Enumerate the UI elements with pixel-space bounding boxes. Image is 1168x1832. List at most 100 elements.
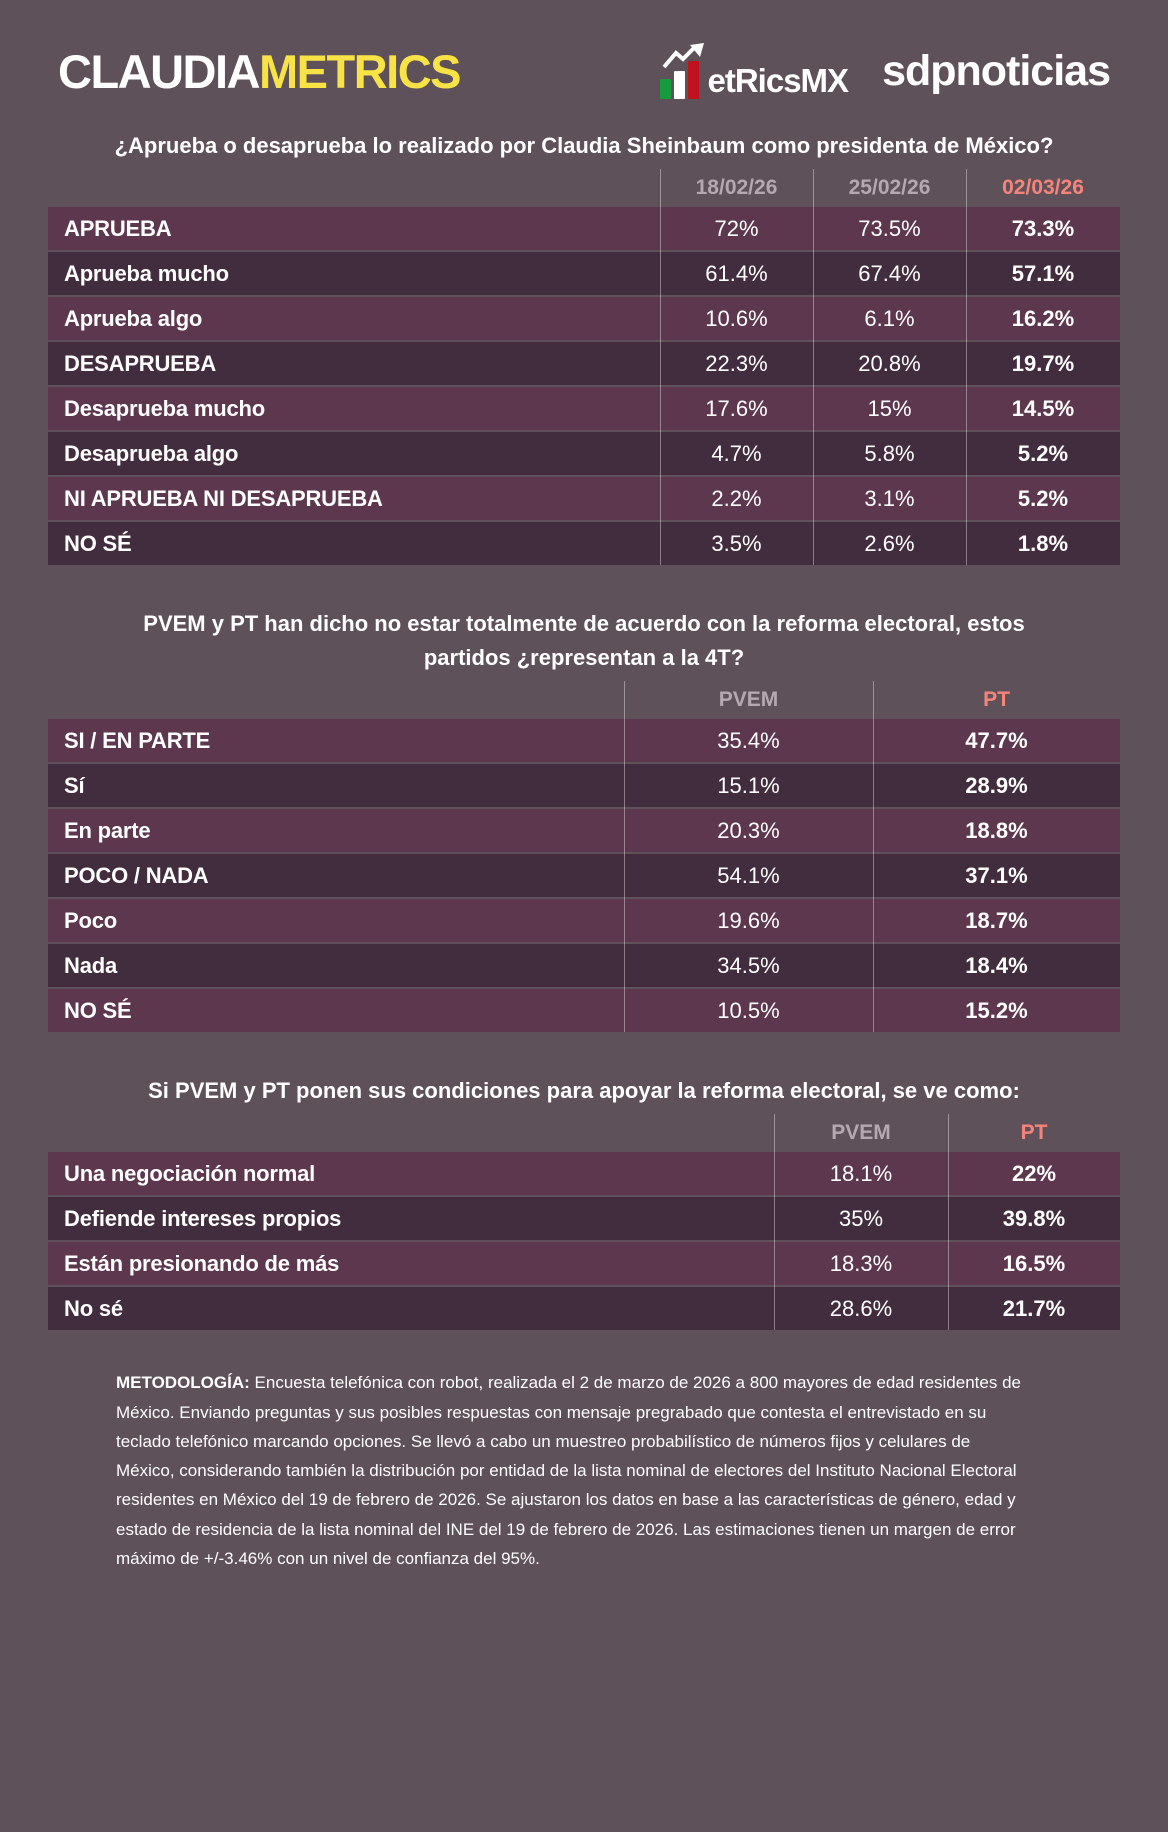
column-separator bbox=[813, 169, 814, 566]
table-row: NO SÉ 10.5% 15.2% bbox=[48, 989, 1120, 1033]
trend-arrow-icon bbox=[661, 42, 704, 68]
row-value: 2.6% bbox=[864, 530, 915, 556]
row-value: 19.6% bbox=[717, 907, 780, 933]
row-label: Sí bbox=[64, 772, 85, 798]
table-row: Defiende intereses propios 35% 39.8% bbox=[48, 1197, 1120, 1241]
column-header: PVEM bbox=[831, 1121, 891, 1145]
row-value: 2.2% bbox=[711, 485, 762, 511]
row-value: 18.3% bbox=[829, 1250, 893, 1276]
row-value: 22% bbox=[1011, 1160, 1057, 1186]
column-header: PT bbox=[983, 688, 1010, 712]
row-value: 16.5% bbox=[1002, 1250, 1066, 1276]
table-header-row: PVEM PT bbox=[48, 681, 1120, 719]
column-header: 18/02/26 bbox=[695, 176, 778, 200]
row-value: 15.1% bbox=[717, 772, 780, 798]
table-row: DESAPRUEBA 22.3% 20.8% 19.7% bbox=[48, 342, 1120, 386]
column-separator bbox=[873, 681, 874, 1033]
sdpnoticias-logo: sdpnoticias bbox=[882, 47, 1111, 95]
poll-question: PVEM y PT han dicho no estar totalmente … bbox=[143, 611, 1025, 671]
row-label: DESAPRUEBA bbox=[64, 350, 217, 376]
table-header-row: PVEM PT bbox=[48, 1114, 1120, 1152]
poll-table: PVEM PT SI / EN PARTE 35.4% 47.7% Sí 15.1% 28.9… bbox=[48, 681, 1120, 1033]
row-value: 47.7% bbox=[965, 727, 1028, 753]
row-label: Están presionando de más bbox=[64, 1250, 340, 1276]
bar-chart-flag-icon bbox=[659, 42, 706, 99]
column-separator bbox=[774, 1114, 775, 1331]
row-label: Aprueba algo bbox=[64, 305, 203, 331]
metricsmx-logo: etRicsMX bbox=[659, 42, 850, 99]
row-value: 28.6% bbox=[829, 1295, 893, 1321]
table-row: Nada 34.5% 18.4% bbox=[48, 944, 1120, 988]
row-label: Poco bbox=[64, 907, 117, 933]
table-row: APRUEBA 72% 73.5% 73.3% bbox=[48, 207, 1120, 251]
table-header-row: 18/02/26 25/02/26 02/03/26 bbox=[48, 169, 1120, 207]
row-value: 1.8% bbox=[1017, 530, 1069, 556]
row-value: 18.4% bbox=[965, 952, 1028, 978]
row-value: 20.3% bbox=[717, 817, 780, 843]
row-label: SI / EN PARTE bbox=[64, 727, 211, 753]
column-separator bbox=[966, 169, 967, 566]
row-value: 28.9% bbox=[965, 772, 1028, 798]
methodology: METODOLOGÍA: Encuesta telefónica con rob… bbox=[116, 1368, 1021, 1573]
poll-tables: ¿Aprueba o desaprueba lo realizado por C… bbox=[0, 129, 1168, 1331]
row-value: 5.8% bbox=[864, 440, 915, 466]
table-row: Poco 19.6% 18.7% bbox=[48, 899, 1120, 943]
row-label: POCO / NADA bbox=[64, 862, 209, 888]
row-label: NI APRUEBA NI DESAPRUEBA bbox=[64, 485, 383, 511]
row-value: 57.1% bbox=[1011, 260, 1075, 286]
column-separator bbox=[660, 169, 661, 566]
row-value: 19.7% bbox=[1011, 350, 1075, 376]
row-value: 54.1% bbox=[717, 862, 780, 888]
poll-question: Si PVEM y PT ponen sus condiciones para … bbox=[148, 1078, 1020, 1104]
row-value: 3.1% bbox=[864, 485, 915, 511]
table-row: Desaprueba algo 4.7% 5.8% 5.2% bbox=[48, 432, 1120, 476]
table-row: En parte 20.3% 18.8% bbox=[48, 809, 1120, 853]
row-label: Desaprueba mucho bbox=[64, 395, 265, 421]
table-row: Aprueba algo 10.6% 6.1% 16.2% bbox=[48, 297, 1120, 341]
row-value: 3.5% bbox=[711, 530, 762, 556]
metricsmx-label: etRicsMX bbox=[707, 61, 850, 99]
row-label: Nada bbox=[64, 952, 117, 978]
row-value: 35.4% bbox=[717, 727, 780, 753]
row-value: 17.6% bbox=[705, 395, 768, 421]
row-value: 10.5% bbox=[717, 997, 780, 1023]
row-value: 35% bbox=[838, 1205, 884, 1231]
row-value: 18.8% bbox=[965, 817, 1028, 843]
methodology-text: Encuesta telefónica con robot, realizada… bbox=[116, 1373, 1021, 1568]
table-row: SI / EN PARTE 35.4% 47.7% bbox=[48, 719, 1120, 763]
row-value: 15.2% bbox=[965, 997, 1028, 1023]
column-header: PVEM bbox=[718, 688, 779, 712]
row-label: Aprueba mucho bbox=[64, 260, 229, 286]
row-value: 21.7% bbox=[1002, 1295, 1066, 1321]
row-value: 39.8% bbox=[1002, 1205, 1066, 1231]
row-label: NO SÉ bbox=[64, 530, 132, 556]
red-bar-icon bbox=[687, 60, 699, 99]
table-row: NI APRUEBA NI DESAPRUEBA 2.2% 3.1% 5.2% bbox=[48, 477, 1120, 521]
table-row: Están presionando de más 18.3% 16.5% bbox=[48, 1242, 1120, 1286]
row-value: 18.1% bbox=[829, 1160, 893, 1186]
row-value: 5.2% bbox=[1017, 440, 1069, 466]
row-label: No sé bbox=[64, 1295, 123, 1321]
poll-table: PVEM PT Una negociación normal 18.1% 22% Defi… bbox=[48, 1114, 1120, 1331]
row-value: 14.5% bbox=[1011, 395, 1075, 421]
partner-logos: etRicsMX sdpnoticias bbox=[659, 42, 1111, 99]
column-separator bbox=[948, 1114, 949, 1331]
table-row: Sí 15.1% 28.9% bbox=[48, 764, 1120, 808]
row-value: 6.1% bbox=[864, 305, 915, 331]
brand-claudia-text: CLAUDIA bbox=[58, 45, 260, 98]
column-separator bbox=[624, 681, 625, 1033]
row-value: 18.7% bbox=[965, 907, 1028, 933]
row-value: 20.8% bbox=[858, 350, 921, 376]
row-label: Una negociación normal bbox=[64, 1160, 316, 1186]
column-header: 02/03/26 bbox=[1002, 176, 1084, 200]
row-label: Defiende intereses propios bbox=[64, 1205, 342, 1231]
row-value: 73.3% bbox=[1011, 215, 1075, 241]
row-value: 61.4% bbox=[705, 260, 768, 286]
row-value: 5.2% bbox=[1017, 485, 1069, 511]
column-header: 25/02/26 bbox=[848, 176, 931, 200]
row-value: 16.2% bbox=[1011, 305, 1075, 331]
brand-metrics-text: METRICS bbox=[258, 45, 462, 98]
header-spacer bbox=[48, 169, 660, 207]
header-spacer bbox=[48, 1114, 774, 1152]
